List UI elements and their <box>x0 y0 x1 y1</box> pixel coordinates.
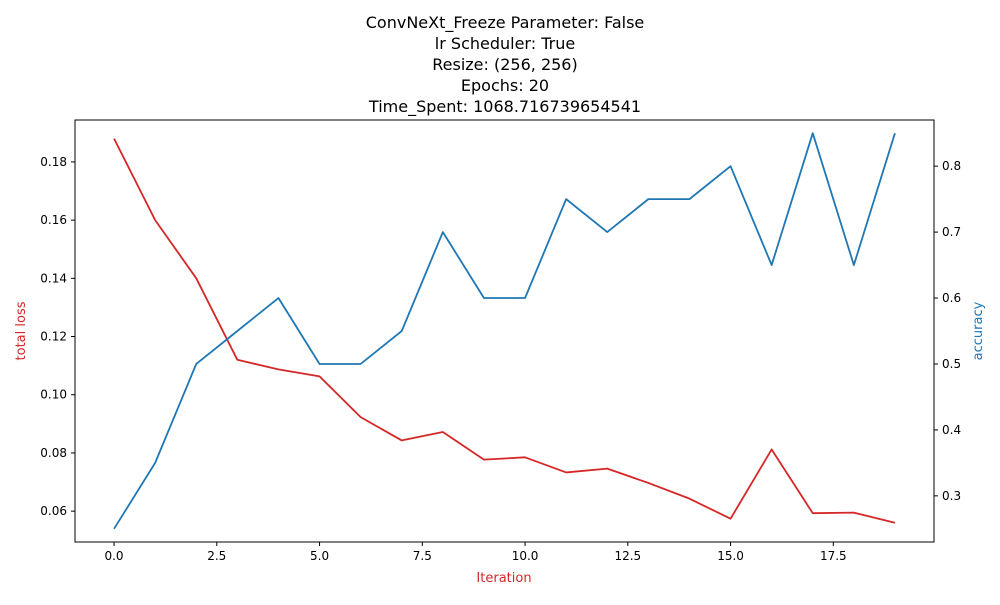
title-line-1: ConvNeXt_Freeze Parameter: False <box>366 13 645 33</box>
y-left-axis-ticks: 0.06 0.08 0.10 0.12 0.14 0.16 0.18 <box>40 155 75 518</box>
y-left-tick-label: 0.16 <box>40 213 67 227</box>
x-tick-label: 10.0 <box>512 549 539 563</box>
x-tick-label: 7.5 <box>413 549 432 563</box>
y-right-axis-label: accuracy <box>971 301 986 360</box>
y-left-tick-label: 0.12 <box>40 330 67 344</box>
y-left-tick-label: 0.10 <box>40 388 67 402</box>
x-axis-ticks: 0.0 2.5 5.0 7.5 10.0 12.5 15.0 17.5 <box>104 542 847 563</box>
plot-frame <box>74 119 935 543</box>
y-left-tick-label: 0.14 <box>40 271 67 285</box>
x-tick-label: 0.0 <box>104 549 123 563</box>
y-left-axis-label: total loss <box>14 301 29 360</box>
y-left-tick-label: 0.06 <box>40 504 67 518</box>
title-line-2: lr Scheduler: True <box>435 34 575 53</box>
title-line-5: Time_Spent: 1068.716739654541 <box>368 97 641 117</box>
y-left-tick-label: 0.18 <box>40 155 67 169</box>
y-right-tick-label: 0.4 <box>942 423 961 437</box>
y-right-tick-label: 0.7 <box>942 225 961 239</box>
y-right-tick-label: 0.3 <box>942 489 961 503</box>
y-right-tick-label: 0.8 <box>942 159 961 173</box>
loss-series-line <box>113 138 896 524</box>
chart-title: ConvNeXt_Freeze Parameter: False lr Sche… <box>366 13 645 117</box>
x-tick-label: 15.0 <box>717 549 744 563</box>
y-right-axis-ticks: 0.3 0.4 0.5 0.6 0.7 0.8 <box>934 159 961 503</box>
y-right-tick-label: 0.6 <box>942 291 961 305</box>
x-tick-label: 2.5 <box>207 549 226 563</box>
title-line-3: Resize: (256, 256) <box>432 55 577 74</box>
x-tick-label: 5.0 <box>310 549 329 563</box>
y-left-tick-label: 0.08 <box>40 446 67 460</box>
x-axis-label: Iteration <box>476 571 531 586</box>
y-right-tick-label: 0.5 <box>942 357 961 371</box>
x-tick-label: 12.5 <box>614 549 641 563</box>
accuracy-series-line <box>113 132 896 530</box>
x-tick-label: 17.5 <box>820 549 847 563</box>
series-lines <box>113 132 896 530</box>
title-line-4: Epochs: 20 <box>461 76 549 95</box>
